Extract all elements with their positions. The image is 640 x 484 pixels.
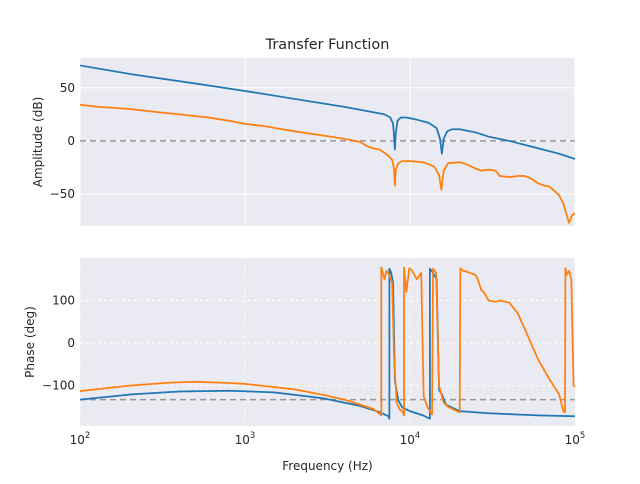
frequency-x-tick-label: 103 — [235, 431, 256, 447]
amplitude-y-tick-labels: 50 0 −50 — [50, 81, 75, 201]
amplitude-y-axis-label: Amplitude (dB) — [31, 97, 45, 188]
phase-grid — [79, 258, 576, 426]
chart-title: Transfer Function — [265, 37, 390, 53]
frequency-x-tick-labels: 102 103 104 105 — [70, 431, 586, 447]
phase-plot-area — [80, 258, 575, 426]
phase-y-tick-label: 0 — [67, 336, 75, 350]
frequency-x-axis-label: Frequency (Hz) — [282, 459, 373, 473]
phase-series-line-2 — [79, 266, 576, 417]
amplitude-series-line-1 — [79, 64, 576, 160]
amplitude-series — [79, 64, 576, 224]
phase-y-axis-label: Phase (deg) — [23, 306, 37, 378]
amplitude-plot-area — [80, 58, 575, 226]
phase-y-tick-label: −100 — [42, 379, 75, 393]
phase-series — [79, 266, 576, 420]
amplitude-y-tick-label: 50 — [60, 81, 75, 95]
amplitude-y-tick-label: 0 — [67, 134, 75, 148]
frequency-x-tick-label: 102 — [70, 431, 91, 447]
amplitude-series-line-2 — [79, 103, 576, 224]
amplitude-y-tick-label: −50 — [50, 187, 75, 201]
phase-y-tick-labels: 100 0 −100 — [42, 294, 75, 393]
phase-panel: 100 0 −100 102 103 104 105 Phase (deg) Freque… — [23, 258, 585, 473]
frequency-x-tick-label: 104 — [400, 431, 421, 447]
phase-y-tick-label: 100 — [52, 294, 75, 308]
frequency-x-tick-label: 105 — [565, 431, 586, 447]
amplitude-panel: 50 0 −50 Transfer Function Amplitude (dB) — [31, 37, 576, 226]
